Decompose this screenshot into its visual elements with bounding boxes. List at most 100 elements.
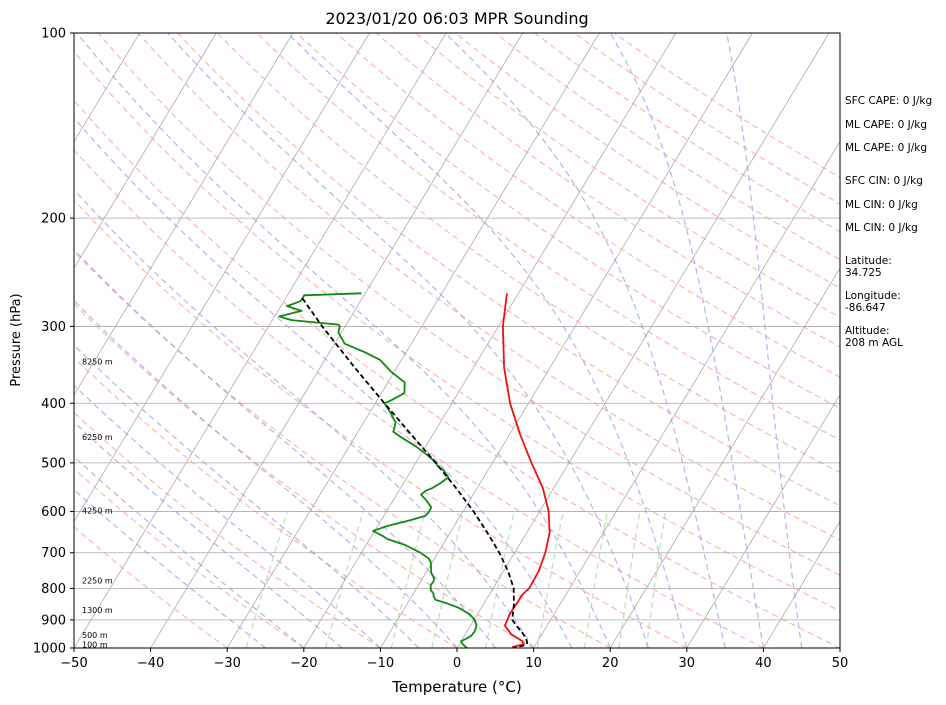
altitude-marker: 2250 m xyxy=(82,576,113,585)
isotherm-line xyxy=(303,33,677,648)
y-tick-label: 100 xyxy=(41,27,66,42)
moist-adiabat-line xyxy=(76,33,611,648)
x-tick-label: 50 xyxy=(832,656,849,671)
moist-adiabat-line xyxy=(444,33,726,648)
moist-adiabat-line xyxy=(74,421,343,648)
sounding-parameter: SFC CIN: 0 J/kg xyxy=(845,175,923,187)
dry-adiabat-line xyxy=(216,33,840,474)
y-tick-label: 600 xyxy=(41,505,66,520)
moist-adiabat-line xyxy=(74,299,458,648)
isotherm-line xyxy=(226,33,600,648)
sounding-parameter: ML CIN: 0 J/kg xyxy=(845,222,918,234)
dry-adiabat-line xyxy=(137,33,840,541)
pressure-gridlines xyxy=(74,32,840,649)
sounding-parameter: 208 m AGL xyxy=(845,337,903,349)
moist-adiabat-line xyxy=(167,33,650,648)
altitude-marker: 1300 m xyxy=(82,606,113,615)
dry-adiabat-line xyxy=(74,356,458,648)
dry-adiabat-line xyxy=(256,33,840,441)
dry-adiabat-line xyxy=(74,468,305,648)
x-tick-label: 0 xyxy=(453,656,461,671)
moist-adiabat-line xyxy=(74,384,381,648)
y-tick-label: 200 xyxy=(41,212,66,227)
y-tick-label: 400 xyxy=(41,397,66,412)
isotherm-line xyxy=(533,140,840,648)
mixing-ratio-line xyxy=(431,511,464,648)
isotherm-line xyxy=(74,33,447,648)
moist-adiabat-line xyxy=(74,344,420,648)
dry-adiabat-line xyxy=(375,33,840,348)
dry-adiabat-line xyxy=(74,303,534,648)
x-tick-label: −50 xyxy=(60,656,87,671)
x-tick-label: −20 xyxy=(290,656,317,671)
sounding-parameter: SFC CAPE: 0 J/kg xyxy=(845,95,932,107)
x-tick-label: 30 xyxy=(679,656,696,671)
moist-adiabat-line xyxy=(74,117,573,648)
mixing-ratio-line xyxy=(645,511,667,648)
isotherm-line xyxy=(380,33,753,648)
isotherm-line xyxy=(74,33,294,396)
moist-adiabat-line xyxy=(74,455,305,648)
sounding-parameter: 34.725 xyxy=(845,267,882,279)
isotherm-line xyxy=(609,267,840,648)
x-tick-label: 10 xyxy=(525,656,542,671)
mixing-ratio-line xyxy=(484,511,515,648)
parcel-path-line xyxy=(301,297,528,648)
mixing-ratio-line xyxy=(390,511,426,648)
isotherm-line xyxy=(456,33,830,648)
x-tick-label: 40 xyxy=(755,656,772,671)
sounding-parameters: SFC CAPE: 0 J/kg ML CAPE: 0 J/kg ML CAPE: … xyxy=(845,95,932,349)
x-tick-label: −40 xyxy=(137,656,164,671)
altitude-marker: 6250 m xyxy=(82,433,113,442)
altitude-marker: 4250 m xyxy=(82,507,113,516)
x-tick-label: −10 xyxy=(367,656,394,671)
isotherm-line xyxy=(150,33,524,648)
dry-adiabat-line xyxy=(74,50,840,612)
dry-adiabat-line xyxy=(74,250,611,648)
y-tick-label: 500 xyxy=(41,456,66,471)
dry-adiabat-line xyxy=(335,33,840,378)
plot-frame xyxy=(73,32,841,649)
sounding-parameter: ML CAPE: 0 J/kg xyxy=(845,119,927,131)
dry-adiabat-line xyxy=(74,99,840,648)
temperature-line xyxy=(501,293,551,648)
data-series xyxy=(278,292,551,648)
altitude-marker: 8250 m xyxy=(82,357,113,366)
x-axis-ticks: −50 −40 −30 −20 −10 0 10 20 30 40 50 xyxy=(60,648,848,671)
dry-adiabat-line xyxy=(177,33,840,507)
isotherm-line xyxy=(74,33,370,523)
y-tick-label: 800 xyxy=(41,582,66,597)
moist-adiabat-line xyxy=(74,248,496,648)
sounding-parameter: Altitude: xyxy=(845,325,890,337)
x-tick-label: −30 xyxy=(213,656,240,671)
y-tick-label: 1000 xyxy=(33,642,66,657)
sounding-parameter: Longitude: xyxy=(845,290,901,302)
sounding-parameter: ML CIN: 0 J/kg xyxy=(845,199,918,211)
sounding-parameter: Latitude: xyxy=(845,255,892,267)
y-axis-ticks: 100 200 300 400 500 600 700 800 900 1000 xyxy=(33,27,74,657)
dry-adiabat-line xyxy=(74,199,688,648)
dry-adiabat-line xyxy=(97,33,840,576)
mixing-ratio-line xyxy=(245,511,288,648)
altitude-marker: 100 m xyxy=(82,641,108,650)
y-tick-label: 900 xyxy=(41,613,66,628)
y-tick-label: 300 xyxy=(41,320,66,335)
y-axis-label: Pressure (hPa) xyxy=(9,293,24,386)
moist-adiabat-line xyxy=(74,488,266,648)
dry-adiabat-line xyxy=(74,411,381,648)
chart-title: 2023/01/20 06:03 MPR Sounding xyxy=(325,9,588,28)
altitude-marker: 500 m xyxy=(82,631,108,640)
moist-adiabat-line xyxy=(726,33,803,648)
x-axis-label: Temperature (°C) xyxy=(391,678,521,696)
dry-adiabat-line xyxy=(74,525,228,648)
moist-adiabat-line xyxy=(74,188,535,648)
moist-adiabat-line xyxy=(287,33,688,648)
isotherm-line xyxy=(763,520,840,648)
isotherm-line xyxy=(686,394,840,648)
sounding-parameter: ML CAPE: 0 J/kg xyxy=(845,142,927,154)
dewpoint-line xyxy=(278,292,478,648)
dry-adiabat-line xyxy=(74,148,764,648)
dry-adiabat-line xyxy=(415,33,840,318)
